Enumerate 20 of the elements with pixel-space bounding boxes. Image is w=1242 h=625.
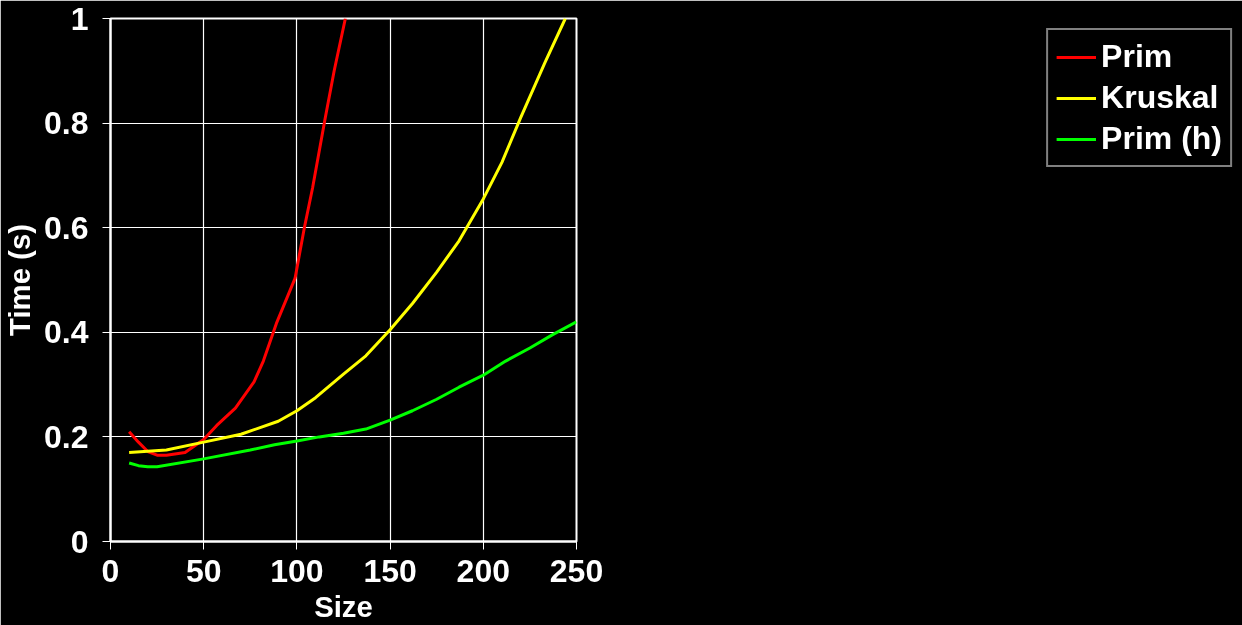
legend-label: Prim (h)	[1101, 120, 1222, 157]
y-tick-label: 0.6	[44, 209, 89, 246]
x-tick-label: 250	[549, 552, 604, 589]
line-series	[127, 320, 577, 469]
legend-label: Prim	[1101, 38, 1173, 75]
line-series	[127, 18, 567, 455]
y-tick-label: 0.8	[44, 105, 89, 142]
x-tick-label: 50	[185, 552, 222, 589]
y-tick-label: 0.4	[44, 314, 89, 351]
y-tick-label: 0	[70, 523, 89, 560]
legend-label: Kruskal	[1101, 79, 1219, 116]
x-tick-label: 200	[456, 552, 510, 589]
x-tick-label: 0	[101, 552, 120, 589]
x-tick-label: 100	[270, 552, 324, 589]
y-axis-title: Time (s)	[3, 224, 37, 336]
y-tick-label: 1	[70, 0, 89, 37]
x-tick-label: 150	[363, 552, 417, 589]
x-axis-title: Size	[314, 589, 373, 623]
y-tick-label: 0.2	[44, 418, 89, 455]
line-series	[127, 18, 347, 457]
